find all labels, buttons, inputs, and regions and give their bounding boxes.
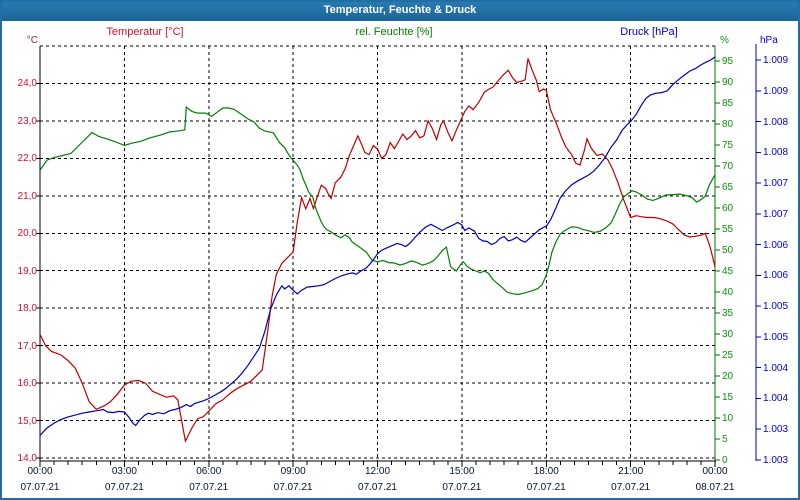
y-axis-pressure-label: 1.004 [763, 362, 789, 374]
y-axis-humidity-label: 55 [722, 224, 734, 235]
y-axis-humidity-label: 95 [722, 56, 734, 67]
y-axis-humidity-label: 0 [722, 455, 728, 466]
y-axis-temp-label: 24,0 [17, 78, 37, 90]
y-axis-pressure-label: 1.005 [763, 331, 789, 343]
x-axis-date-label: 07.07.21 [273, 482, 313, 493]
y-axis-pressure-label: 1.008 [763, 116, 789, 128]
y-axis-humidity-label: 35 [722, 308, 734, 319]
y-axis-humidity-label: 70 [722, 161, 734, 172]
y-axis-humidity-label: 90 [722, 77, 734, 88]
y-axis-pressure-label: 1.005 [763, 301, 789, 313]
x-axis-time-label: 00:00 [702, 466, 728, 477]
x-axis-time-label: 15:00 [449, 466, 475, 477]
y-axis-humidity-label: 15 [722, 392, 734, 403]
y-axis-pressure-label: 1.008 [763, 147, 789, 159]
x-axis-time-label: 06:00 [196, 466, 222, 477]
window-title-bar: Temperatur, Feuchte & Druck [0, 0, 800, 21]
y-axis-humidity-label: 50 [722, 245, 734, 256]
y-axis-pressure-label: 1.009 [763, 55, 789, 66]
y-axis-humidity-label: 45 [722, 266, 734, 277]
x-axis-date-label: 07.07.21 [611, 482, 651, 493]
x-axis-time-label: 00:00 [27, 466, 53, 477]
y-axis-humidity-label: 25 [722, 350, 734, 361]
pressure-series-line [39, 56, 716, 436]
y-axis-humidity-label: 65 [722, 182, 734, 193]
y-axis-temp-label: 21,0 [17, 190, 37, 202]
y-axis-pressure-label: 1.007 [763, 208, 789, 220]
y-axis-temp-label: 15,0 [17, 415, 37, 427]
y-axis-humidity-label: 5 [722, 434, 728, 445]
temperature-series-line [39, 58, 716, 443]
y-axis-humidity-label: 80 [722, 119, 734, 130]
y-axis-temp-label: 18,0 [17, 303, 37, 315]
y-axis-humidity-label: 40 [722, 287, 734, 298]
y-axis-pressure-label: 1.007 [763, 178, 789, 190]
y-axis-temp-label: 20,0 [17, 228, 37, 240]
y-axis-pressure-unit: hPa [760, 35, 778, 46]
y-axis-temp-unit: °C [26, 35, 38, 46]
x-axis-time-label: 03:00 [111, 466, 137, 477]
y-axis-humidity-label: 20 [722, 371, 734, 382]
x-axis-time-label: 12:00 [364, 466, 391, 477]
y-axis-temp-label: 17,0 [17, 340, 37, 352]
x-axis-date-label: 08.07.21 [695, 482, 735, 493]
y-axis-pressure-label: 1.003 [763, 424, 789, 436]
y-axis-pressure-label: 1.006 [763, 270, 789, 282]
x-axis-date-label: 07.07.21 [20, 482, 60, 493]
x-axis-date-label: 07.07.21 [104, 482, 144, 493]
y-axis-temp-label: 16,0 [17, 378, 37, 390]
x-axis-date-label: 07.07.21 [442, 482, 482, 493]
y-axis-temp-label: 23,0 [17, 115, 37, 127]
legend-humidity: rel. Feuchte [%] [355, 26, 433, 38]
y-axis-temp-label: 19,0 [17, 265, 37, 277]
y-axis-humidity-label: 85 [722, 98, 734, 109]
y-axis-temp-label: 22,0 [17, 153, 37, 165]
y-axis-humidity-label: 60 [722, 203, 734, 214]
x-axis-date-label: 07.07.21 [189, 482, 229, 493]
y-axis-humidity-label: 30 [722, 329, 734, 340]
y-axis-humidity-unit: % [720, 35, 729, 46]
y-axis-humidity-label: 75 [722, 140, 734, 151]
x-axis-time-label: 18:00 [533, 466, 559, 477]
y-axis-humidity-label: 10 [722, 413, 734, 424]
x-axis-time-label: 21:00 [618, 466, 644, 477]
x-axis-time-label: 09:00 [280, 466, 306, 477]
y-axis-pressure-label: 1.004 [763, 393, 789, 405]
y-axis-pressure-label: 1.006 [763, 239, 789, 251]
humidity-series-line [39, 106, 716, 296]
y-axis-temp-label: 14,0 [17, 453, 37, 464]
x-axis-date-label: 07.07.21 [526, 482, 566, 493]
legend-temperature: Temperatur [°C] [106, 26, 184, 38]
y-axis-pressure-label: 1.009 [763, 85, 789, 97]
legend-pressure: Druck [hPa] [620, 26, 678, 38]
x-axis-date-label: 07.07.21 [358, 482, 397, 493]
window-title: Temperatur, Feuchte & Druck [323, 4, 477, 16]
y-axis-pressure-label: 1.003 [763, 455, 789, 466]
